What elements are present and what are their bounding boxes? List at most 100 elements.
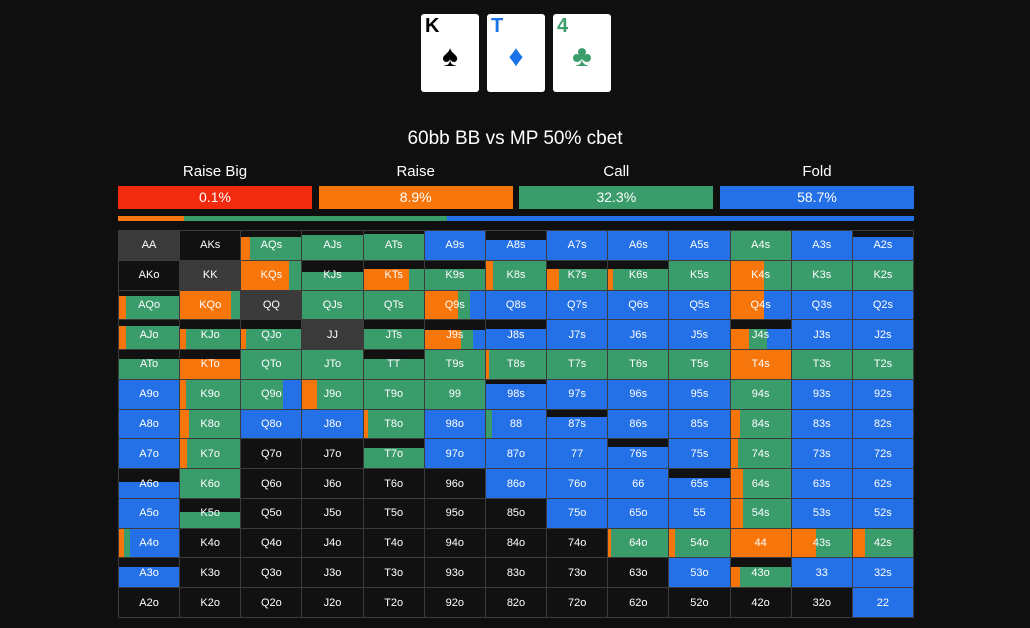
- hand-cell[interactable]: 77: [547, 439, 608, 469]
- hand-cell[interactable]: K6s: [608, 260, 669, 290]
- hand-cell[interactable]: A5o: [119, 498, 180, 528]
- hand-cell[interactable]: QJo: [241, 320, 302, 350]
- hand-cell[interactable]: 98o: [424, 409, 485, 439]
- hand-cell[interactable]: AQs: [241, 231, 302, 260]
- hand-cell[interactable]: T9o: [363, 379, 424, 409]
- hand-cell[interactable]: 62o: [608, 588, 669, 617]
- hand-cell[interactable]: T4o: [363, 528, 424, 558]
- hand-cell[interactable]: AKs: [180, 231, 241, 260]
- hand-cell[interactable]: A9o: [119, 379, 180, 409]
- hand-cell[interactable]: JTo: [302, 350, 363, 379]
- hand-cell[interactable]: Q8o: [241, 409, 302, 439]
- hand-cell[interactable]: Q9o: [241, 379, 302, 409]
- hand-cell[interactable]: 44: [730, 528, 791, 558]
- hand-cell[interactable]: K7s: [547, 260, 608, 290]
- hand-cell[interactable]: 92s: [852, 379, 913, 409]
- hand-cell[interactable]: K9o: [180, 379, 241, 409]
- hand-cell[interactable]: Q5o: [241, 498, 302, 528]
- hand-cell[interactable]: Q2o: [241, 588, 302, 617]
- hand-cell[interactable]: T8o: [363, 409, 424, 439]
- action-call[interactable]: Call 32.3%: [519, 163, 714, 209]
- hand-cell[interactable]: KQo: [180, 290, 241, 320]
- hand-cell[interactable]: Q8s: [485, 290, 547, 320]
- hand-cell[interactable]: 63o: [608, 558, 669, 588]
- hand-cell[interactable]: Q7s: [547, 290, 608, 320]
- hand-cell[interactable]: K5o: [180, 498, 241, 528]
- hand-cell[interactable]: K6o: [180, 469, 241, 498]
- hand-cell[interactable]: 74s: [730, 439, 791, 469]
- hand-cell[interactable]: 76s: [608, 439, 669, 469]
- hand-cell[interactable]: A8o: [119, 409, 180, 439]
- hand-cell[interactable]: 73s: [791, 439, 852, 469]
- hand-cell[interactable]: AJo: [119, 320, 180, 350]
- hand-cell[interactable]: QTs: [363, 290, 424, 320]
- hand-cell[interactable]: 42o: [730, 588, 791, 617]
- hand-cell[interactable]: J7s: [547, 320, 608, 350]
- hand-cell[interactable]: 83s: [791, 409, 852, 439]
- hand-cell[interactable]: T8s: [485, 350, 547, 379]
- hand-cell[interactable]: Q9s: [424, 290, 485, 320]
- hand-cell[interactable]: J7o: [302, 439, 363, 469]
- hand-cell[interactable]: JJ: [302, 320, 363, 350]
- hand-cell[interactable]: Q5s: [669, 290, 730, 320]
- hand-cell[interactable]: 96o: [424, 469, 485, 498]
- hand-cell[interactable]: 54o: [669, 528, 730, 558]
- hand-cell[interactable]: 86s: [608, 409, 669, 439]
- hand-cell[interactable]: 54s: [730, 498, 791, 528]
- hand-cell[interactable]: 65o: [608, 498, 669, 528]
- hand-cell[interactable]: Q6o: [241, 469, 302, 498]
- hand-cell[interactable]: K5s: [669, 260, 730, 290]
- hand-cell[interactable]: Q6s: [608, 290, 669, 320]
- hand-cell[interactable]: QTo: [241, 350, 302, 379]
- action-fold[interactable]: Fold 58.7%: [719, 163, 914, 209]
- hand-cell[interactable]: 66: [608, 469, 669, 498]
- hand-cell[interactable]: T5s: [669, 350, 730, 379]
- hand-cell[interactable]: KK: [180, 260, 241, 290]
- hand-cell[interactable]: K3s: [791, 260, 852, 290]
- hand-cell[interactable]: ATs: [363, 231, 424, 260]
- hand-cell[interactable]: K2o: [180, 588, 241, 617]
- hand-cell[interactable]: A6s: [608, 231, 669, 260]
- hand-cell[interactable]: 64s: [730, 469, 791, 498]
- hand-cell[interactable]: J6o: [302, 469, 363, 498]
- hand-cell[interactable]: KJs: [302, 260, 363, 290]
- hand-cell[interactable]: 97o: [424, 439, 485, 469]
- hand-cell[interactable]: A5s: [669, 231, 730, 260]
- hand-cell[interactable]: 75s: [669, 439, 730, 469]
- hand-cell[interactable]: Q4s: [730, 290, 791, 320]
- hand-cell[interactable]: T2s: [852, 350, 913, 379]
- hand-cell[interactable]: 82o: [485, 588, 547, 617]
- hand-cell[interactable]: KTs: [363, 260, 424, 290]
- hand-cell[interactable]: A3s: [791, 231, 852, 260]
- hand-cell[interactable]: A4s: [730, 231, 791, 260]
- hand-cell[interactable]: 83o: [485, 558, 547, 588]
- hand-cell[interactable]: A9s: [424, 231, 485, 260]
- hand-cell[interactable]: K4s: [730, 260, 791, 290]
- hand-cell[interactable]: 87s: [547, 409, 608, 439]
- hand-cell[interactable]: K9s: [424, 260, 485, 290]
- hand-cell[interactable]: J5o: [302, 498, 363, 528]
- hand-cell[interactable]: 93o: [424, 558, 485, 588]
- hand-cell[interactable]: TT: [363, 350, 424, 379]
- hand-cell[interactable]: 65s: [669, 469, 730, 498]
- hand-cell[interactable]: 87o: [485, 439, 547, 469]
- hand-cell[interactable]: 99: [424, 379, 485, 409]
- hand-cell[interactable]: 42s: [852, 528, 913, 558]
- hand-cell[interactable]: T2o: [363, 588, 424, 617]
- hand-cell[interactable]: K4o: [180, 528, 241, 558]
- hand-cell[interactable]: 84s: [730, 409, 791, 439]
- hand-cell[interactable]: T7s: [547, 350, 608, 379]
- hand-cell[interactable]: Q3s: [791, 290, 852, 320]
- hand-cell[interactable]: T3s: [791, 350, 852, 379]
- hand-cell[interactable]: Q7o: [241, 439, 302, 469]
- hand-cell[interactable]: 85s: [669, 409, 730, 439]
- hand-cell[interactable]: T9s: [424, 350, 485, 379]
- action-raise-big[interactable]: Raise Big 0.1%: [118, 163, 312, 209]
- hand-cell[interactable]: 53o: [669, 558, 730, 588]
- hand-cell[interactable]: J8s: [485, 320, 547, 350]
- hand-cell[interactable]: A3o: [119, 558, 180, 588]
- hand-cell[interactable]: 97s: [547, 379, 608, 409]
- action-raise[interactable]: Raise 8.9%: [318, 163, 513, 209]
- hand-cell[interactable]: 85o: [485, 498, 547, 528]
- hand-cell[interactable]: 95o: [424, 498, 485, 528]
